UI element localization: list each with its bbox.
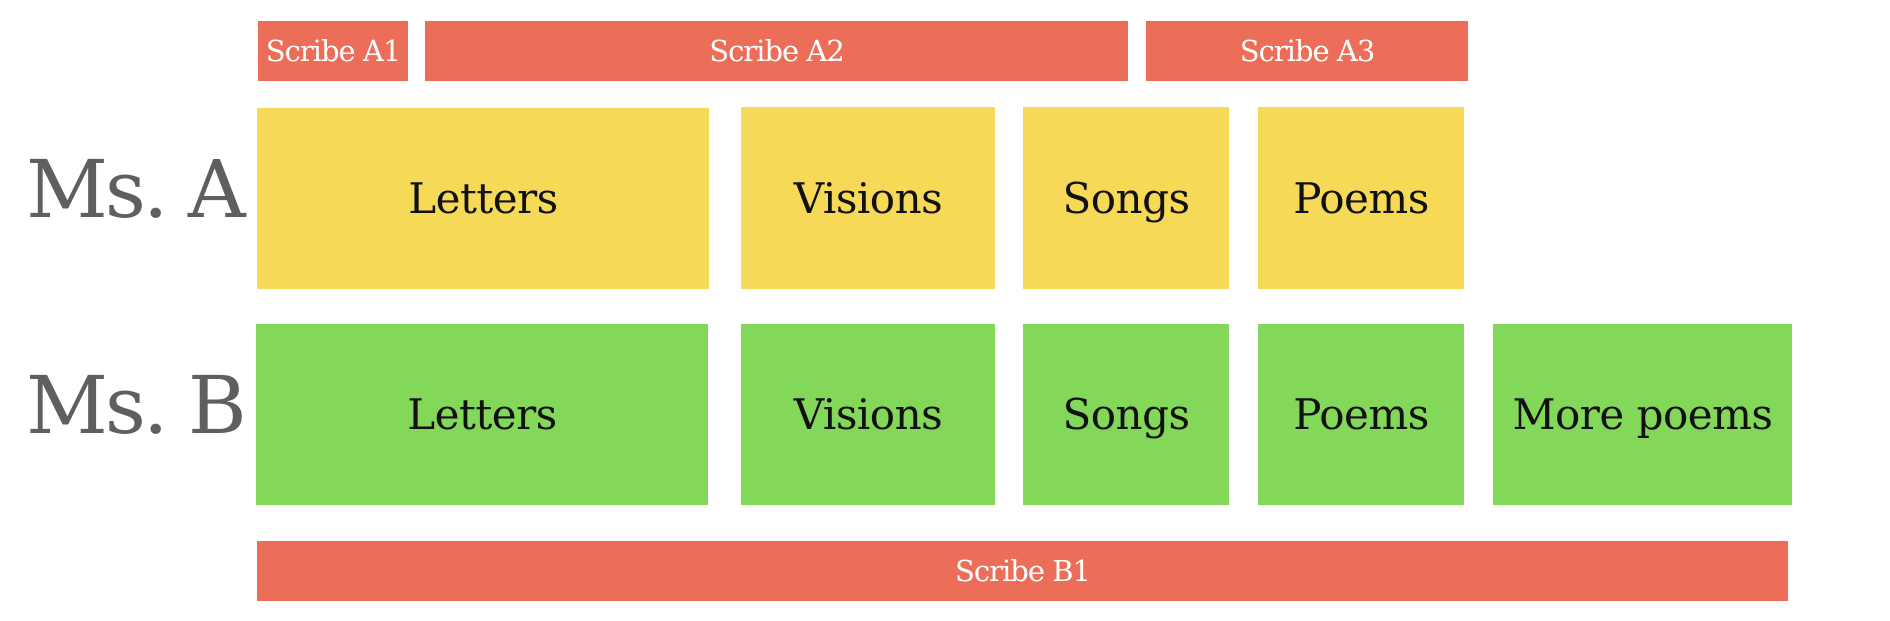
ms-b-section-visions: Visions: [741, 324, 995, 505]
scribe-b1-bar: Scribe B1: [257, 541, 1788, 601]
scribe-a2-bar: Scribe A2: [425, 21, 1128, 81]
scribe-a3-bar: Scribe A3: [1146, 21, 1468, 81]
ms-b-section-more-poems: More poems: [1493, 324, 1792, 505]
ms-a-section-visions: Visions: [741, 107, 995, 289]
ms-b-section-songs: Songs: [1023, 324, 1229, 505]
scribe-a1-bar: Scribe A1: [258, 21, 408, 81]
ms-b-label: Ms. B: [26, 359, 247, 452]
ms-a-section-songs: Songs: [1023, 107, 1229, 289]
ms-b-section-letters: Letters: [256, 324, 708, 505]
ms-b-section-poems: Poems: [1258, 324, 1464, 505]
ms-a-label: Ms. A: [26, 143, 246, 236]
ms-a-section-poems: Poems: [1258, 107, 1464, 289]
ms-a-section-letters: Letters: [257, 108, 709, 289]
